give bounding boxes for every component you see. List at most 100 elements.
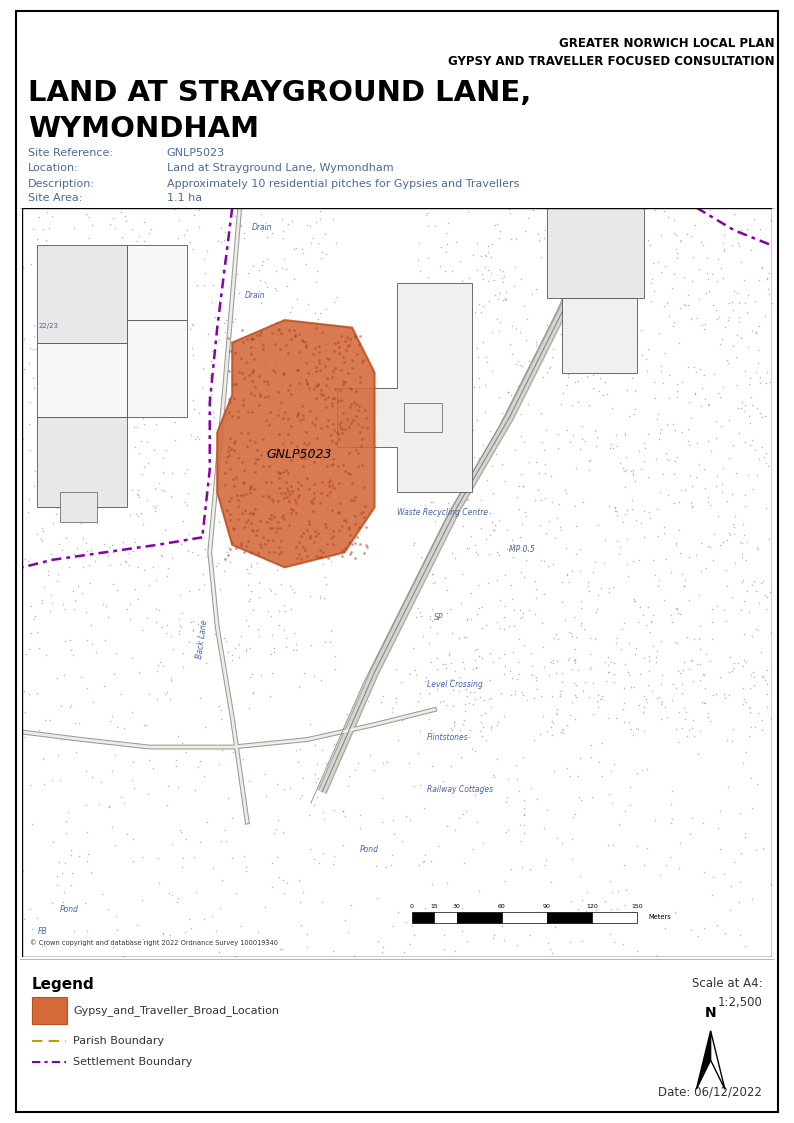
Point (626, 369, 638, 387)
Point (642, 599, 654, 617)
Point (502, 821, 515, 839)
Point (445, 464, 458, 482)
Point (621, 236, 634, 254)
Point (280, 478, 293, 496)
Point (315, 778, 328, 796)
Point (326, 476, 338, 494)
Point (30, 524, 43, 542)
Point (625, 209, 638, 227)
Point (587, 705, 599, 723)
Point (501, 540, 514, 558)
Point (473, 647, 486, 665)
Point (608, 655, 621, 673)
Point (715, 418, 727, 436)
Point (103, 556, 116, 574)
Point (634, 234, 646, 252)
Point (438, 451, 451, 469)
Point (407, 777, 420, 795)
Point (433, 464, 445, 482)
Point (561, 566, 573, 584)
Point (403, 811, 416, 829)
Point (437, 692, 449, 710)
Point (327, 414, 340, 432)
Point (65, 840, 78, 858)
Point (492, 284, 505, 302)
Point (638, 453, 650, 471)
Point (590, 603, 603, 621)
Point (247, 257, 260, 275)
Point (649, 201, 661, 219)
Point (314, 304, 327, 322)
Point (534, 550, 547, 568)
Point (437, 480, 450, 497)
Point (561, 420, 573, 438)
Point (395, 710, 408, 728)
Point (599, 531, 611, 549)
Point (453, 360, 466, 378)
Point (522, 394, 534, 412)
Point (319, 514, 332, 532)
Point (552, 216, 565, 234)
Point (676, 661, 689, 679)
Point (198, 276, 210, 294)
Point (688, 727, 701, 745)
Point (342, 520, 355, 538)
Point (506, 590, 518, 608)
Point (649, 654, 662, 672)
Point (200, 813, 213, 831)
Point (469, 742, 482, 760)
Point (550, 664, 563, 682)
Point (252, 439, 264, 457)
Point (653, 323, 665, 341)
Point (761, 685, 773, 703)
Point (277, 884, 290, 902)
Point (98, 535, 110, 553)
Point (95, 428, 108, 446)
Point (309, 509, 322, 527)
Point (761, 280, 774, 298)
Point (406, 916, 418, 934)
Point (541, 363, 553, 381)
Point (180, 830, 193, 848)
Point (142, 576, 155, 594)
Point (479, 246, 491, 264)
Point (343, 419, 356, 437)
Point (353, 535, 366, 553)
Point (741, 583, 754, 601)
Point (545, 943, 558, 961)
Point (301, 437, 314, 455)
Point (564, 767, 576, 785)
Point (626, 491, 638, 509)
Point (75, 668, 87, 686)
Point (31, 493, 44, 511)
Point (291, 404, 304, 422)
Point (326, 398, 338, 416)
Point (127, 418, 140, 436)
Point (283, 376, 296, 394)
Point (651, 528, 664, 546)
Point (624, 796, 637, 814)
Point (303, 380, 316, 398)
Point (303, 217, 316, 235)
Point (284, 500, 297, 518)
Point (297, 538, 310, 556)
Point (738, 690, 750, 707)
Point (445, 263, 458, 281)
Point (651, 410, 664, 428)
Point (79, 239, 91, 257)
Point (306, 402, 318, 420)
Point (125, 703, 138, 721)
Point (250, 449, 263, 467)
Point (456, 898, 468, 916)
Point (127, 779, 140, 797)
Point (48, 355, 60, 373)
Point (675, 481, 688, 499)
Point (22, 640, 35, 658)
Point (264, 608, 277, 626)
Point (576, 493, 589, 511)
Point (589, 437, 602, 455)
Point (307, 229, 320, 247)
Point (229, 390, 241, 408)
Point (66, 471, 79, 489)
Point (474, 491, 487, 509)
